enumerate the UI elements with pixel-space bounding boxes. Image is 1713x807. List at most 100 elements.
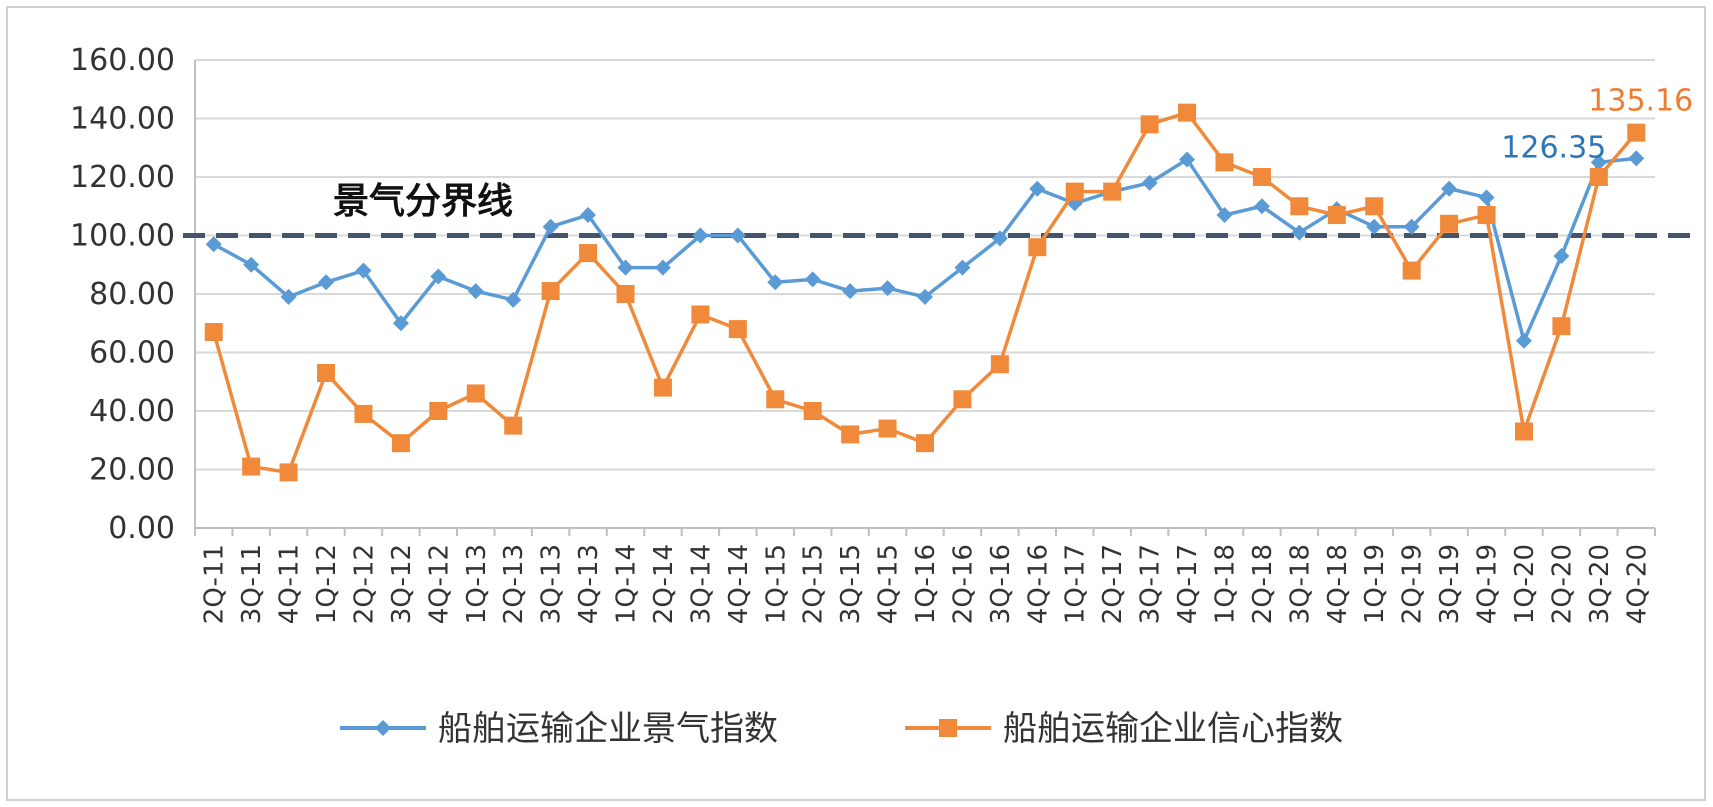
x-tick-label: 2Q-11 xyxy=(200,544,230,624)
y-tick-label: 0.00 xyxy=(108,511,175,546)
y-tick-label: 140.00 xyxy=(70,102,175,137)
legend-marker-square xyxy=(939,719,957,737)
data-point-square xyxy=(1065,182,1084,201)
x-tick-label: 2Q-17 xyxy=(1098,544,1128,624)
data-point-square xyxy=(953,390,972,409)
y-tick-label: 100.00 xyxy=(70,219,175,254)
y-tick-label: 160.00 xyxy=(70,43,175,78)
data-point-diamond xyxy=(767,274,784,291)
data-point-square xyxy=(204,323,223,342)
data-point-square xyxy=(1327,206,1346,225)
x-tick-label: 2Q-14 xyxy=(649,544,679,624)
data-point-square xyxy=(1627,123,1646,142)
data-label: 126.35 xyxy=(1501,130,1606,165)
x-tick-label: 4Q-12 xyxy=(424,544,454,624)
x-tick-label: 4Q-17 xyxy=(1173,544,1203,624)
data-point-diamond xyxy=(654,259,671,276)
data-point-square xyxy=(990,355,1009,374)
data-point-diamond xyxy=(879,280,896,297)
x-tick-label: 3Q-20 xyxy=(1585,544,1615,624)
y-tick-label: 120.00 xyxy=(70,160,175,195)
data-point-diamond xyxy=(280,288,297,305)
data-point-square xyxy=(1290,197,1309,216)
x-tick-label: 2Q-16 xyxy=(948,544,978,624)
data-point-square xyxy=(1215,153,1234,172)
data-point-square xyxy=(766,390,785,409)
data-point-square xyxy=(1178,103,1197,122)
y-tick-label: 40.00 xyxy=(89,394,175,429)
x-tick-label: 3Q-15 xyxy=(836,544,866,624)
data-point-square xyxy=(504,416,523,435)
reference-line-label: 景气分界线 xyxy=(333,181,513,222)
data-point-square xyxy=(1440,214,1459,233)
chart-frame xyxy=(6,6,1706,801)
data-point-square xyxy=(1514,422,1533,441)
x-tick-label: 1Q-12 xyxy=(312,544,342,624)
x-tick-label: 4Q-13 xyxy=(574,544,604,624)
data-point-square xyxy=(541,282,560,301)
data-point-diamond xyxy=(617,259,634,276)
data-point-square xyxy=(279,463,298,482)
x-tick-label: 4Q-19 xyxy=(1473,544,1503,624)
data-point-square xyxy=(242,457,261,476)
y-tick-label: 20.00 xyxy=(89,453,175,488)
data-point-square xyxy=(653,378,672,397)
y-axis-ticks: 0.00 20.00 40.00 60.00 80.00 100.00 120.00 140.… xyxy=(70,43,175,546)
x-tick-label: 3Q-13 xyxy=(537,544,567,624)
data-point-square xyxy=(1589,168,1608,186)
x-axis: 2Q-11 3Q-11 4Q-11 1Q-12 2Q-12 3Q-12 4Q-12 1Q-13… xyxy=(194,528,1656,624)
x-tick-label: 2Q-19 xyxy=(1398,544,1428,624)
data-point-diamond xyxy=(692,227,709,244)
data-point-square xyxy=(1028,238,1047,257)
legend-label-2: 船舶运输企业信心指数 xyxy=(1003,709,1343,749)
x-tick-label: 2Q-12 xyxy=(349,544,379,624)
data-point-diamond xyxy=(1179,151,1196,168)
x-tick-label: 3Q-18 xyxy=(1285,544,1315,624)
data-point-diamond xyxy=(505,291,522,308)
data-point-square xyxy=(1552,317,1571,336)
data-label: 135.16 xyxy=(1588,84,1693,119)
legend-marker-diamond xyxy=(375,720,391,736)
data-point-square xyxy=(728,320,747,339)
x-tick-label: 3Q-11 xyxy=(237,544,267,624)
data-point-square xyxy=(1477,206,1496,225)
x-tick-label: 1Q-17 xyxy=(1061,544,1091,624)
data-point-square xyxy=(1365,197,1384,216)
data-point-diamond xyxy=(1216,207,1233,224)
x-tick-label: 1Q-20 xyxy=(1510,544,1540,624)
data-point-diamond xyxy=(1253,198,1270,215)
x-tick-label: 4Q-16 xyxy=(1023,544,1053,624)
x-tick-label: 1Q-16 xyxy=(911,544,941,624)
data-point-square xyxy=(1252,168,1271,186)
data-point-diamond xyxy=(991,230,1008,247)
data-point-square xyxy=(1103,182,1122,201)
series-group xyxy=(204,103,1646,482)
data-point-diamond xyxy=(1628,150,1645,167)
data-point-diamond xyxy=(1553,247,1570,264)
data-point-square xyxy=(466,384,485,403)
data-point-diamond xyxy=(243,256,260,273)
data-point-diamond xyxy=(580,207,597,224)
x-tick-label: 1Q-14 xyxy=(612,544,642,624)
x-tick-label: 1Q-18 xyxy=(1210,544,1240,624)
data-point-diamond xyxy=(917,288,933,305)
x-tick-label: 2Q-13 xyxy=(499,544,529,624)
x-tick-label: 1Q-13 xyxy=(462,544,492,624)
data-point-diamond xyxy=(1141,174,1158,191)
data-labels: 126.35 135.16 xyxy=(1501,84,1693,166)
data-point-diamond xyxy=(1029,180,1046,197)
x-tick-label: 4Q-18 xyxy=(1323,544,1353,624)
x-tick-label: 3Q-14 xyxy=(686,544,716,624)
x-tick-label: 3Q-12 xyxy=(387,544,417,624)
x-tick-label: 4Q-11 xyxy=(275,544,305,624)
data-point-square xyxy=(354,404,373,423)
data-point-square xyxy=(317,363,336,382)
x-tick-label: 4Q-15 xyxy=(874,544,904,624)
data-point-diamond xyxy=(205,236,222,253)
data-point-diamond xyxy=(467,283,484,300)
x-tick-label: 2Q-20 xyxy=(1547,544,1577,624)
data-point-diamond xyxy=(729,227,746,244)
data-point-diamond xyxy=(1403,218,1420,235)
y-tick-label: 80.00 xyxy=(89,277,175,312)
